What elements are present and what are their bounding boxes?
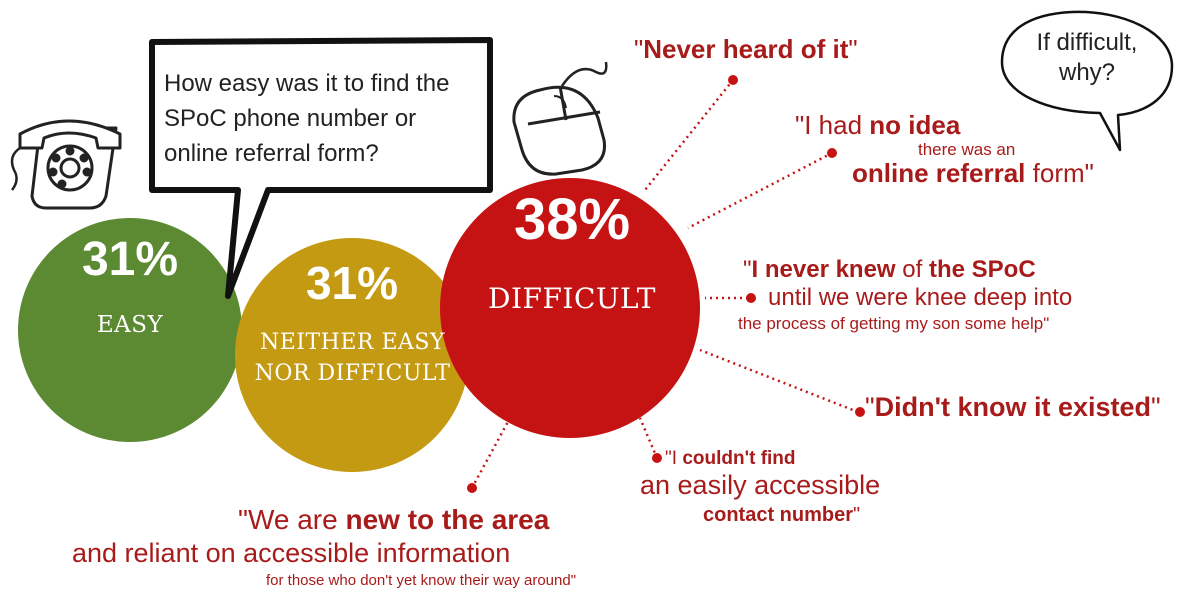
difficult-percent: 38% — [513, 187, 631, 252]
leader-dot — [855, 407, 865, 417]
easy-label: EASY — [96, 312, 164, 338]
quote-couldnt-find-line3: contact number" — [703, 504, 860, 527]
leader-line-didnt-know — [699, 348, 859, 414]
leader-dot — [728, 75, 738, 85]
leader-dot — [827, 148, 837, 158]
quote-no-idea-line2: there was an — [918, 140, 1016, 159]
leader-line-never-heard — [644, 79, 734, 191]
followup-thought-bubble — [1000, 10, 1174, 152]
question-text: How easy was it to find the SPoC phone n… — [164, 70, 450, 167]
followup-line1: If difficult, — [1036, 29, 1138, 56]
leader-lines — [470, 79, 859, 489]
quote-new-to-area-line2: and reliant on accessible information — [72, 538, 511, 568]
quote-emphasis: Never heard of it — [643, 34, 849, 64]
quote-mark: " — [1151, 392, 1161, 422]
easy-circle — [18, 218, 242, 442]
quote-mark: " — [743, 256, 752, 283]
quote-new-to-area-line3: for those who don't yet know their way a… — [266, 572, 577, 589]
computer-mouse-icon — [512, 61, 608, 176]
quote-emphasis: Didn't know it existed — [874, 392, 1152, 422]
neither-label-line2: NOR DIFFICULT — [254, 361, 451, 386]
difficult-circle — [440, 178, 700, 438]
quote-never-knew-line3: the process of getting my son some help" — [738, 314, 1050, 333]
quote-no-idea-line3: online referral form" — [852, 158, 1094, 189]
quote-mark: " — [865, 392, 875, 422]
quote-no-idea-line1: "I had no idea — [795, 110, 960, 141]
leader-dot — [652, 453, 662, 463]
quote-couldnt-find-line2: an easily accessible — [640, 470, 881, 500]
quote-mark: " — [634, 34, 644, 64]
quote-emphasis: online referral — [852, 158, 1026, 188]
quote-emphasis: contact number — [703, 504, 854, 526]
quote-emphasis: no idea — [869, 110, 961, 140]
quote-didnt-know: "Didn't know it existed" — [865, 392, 1161, 423]
leader-line-no-idea — [687, 151, 833, 230]
quote-couldnt-find-line1: "I couldn't find — [665, 448, 796, 470]
quote-mark: " — [853, 504, 861, 526]
neither-circle — [235, 238, 469, 472]
quote-emphasis: couldn't find — [682, 448, 796, 469]
quote-new-to-area-line1: "We are new to the area — [238, 504, 549, 536]
easy-percent: 31% — [81, 233, 179, 286]
quote-text: of — [895, 256, 929, 283]
difficult-label: DIFFICULT — [488, 282, 656, 315]
leader-line-couldnt-find — [638, 417, 659, 459]
followup-line2: why? — [1058, 59, 1116, 86]
quote-mark: " — [848, 34, 858, 64]
rotary-phone-icon — [10, 119, 122, 210]
quote-never-heard: "Never heard of it" — [634, 34, 858, 65]
neither-label: NEITHER EASY NOR DIFFICULT — [240, 327, 465, 389]
quote-never-knew-line1: "I never knew of the SPoC — [743, 256, 1036, 284]
neither-percent: 31% — [305, 257, 399, 309]
leader-dots — [467, 75, 865, 493]
followup-text: If difficult, why? — [1012, 28, 1162, 88]
quote-text: "I had — [795, 110, 870, 140]
question-speech-bubble — [149, 37, 493, 299]
quote-emphasis: I never knew — [751, 256, 896, 283]
quote-never-knew-line2: until we were knee deep into — [768, 284, 1073, 311]
quote-text: "I — [665, 448, 683, 469]
quote-emphasis: the SPoC — [928, 256, 1036, 283]
quote-text: form" — [1025, 158, 1094, 188]
quote-emphasis: new to the area — [345, 504, 550, 535]
leader-dot — [746, 293, 756, 303]
leader-line-new-to-area — [470, 417, 512, 489]
neither-label-line1: NEITHER EASY — [259, 330, 446, 355]
quote-text: "We are — [238, 504, 346, 535]
leader-dot — [467, 483, 477, 493]
